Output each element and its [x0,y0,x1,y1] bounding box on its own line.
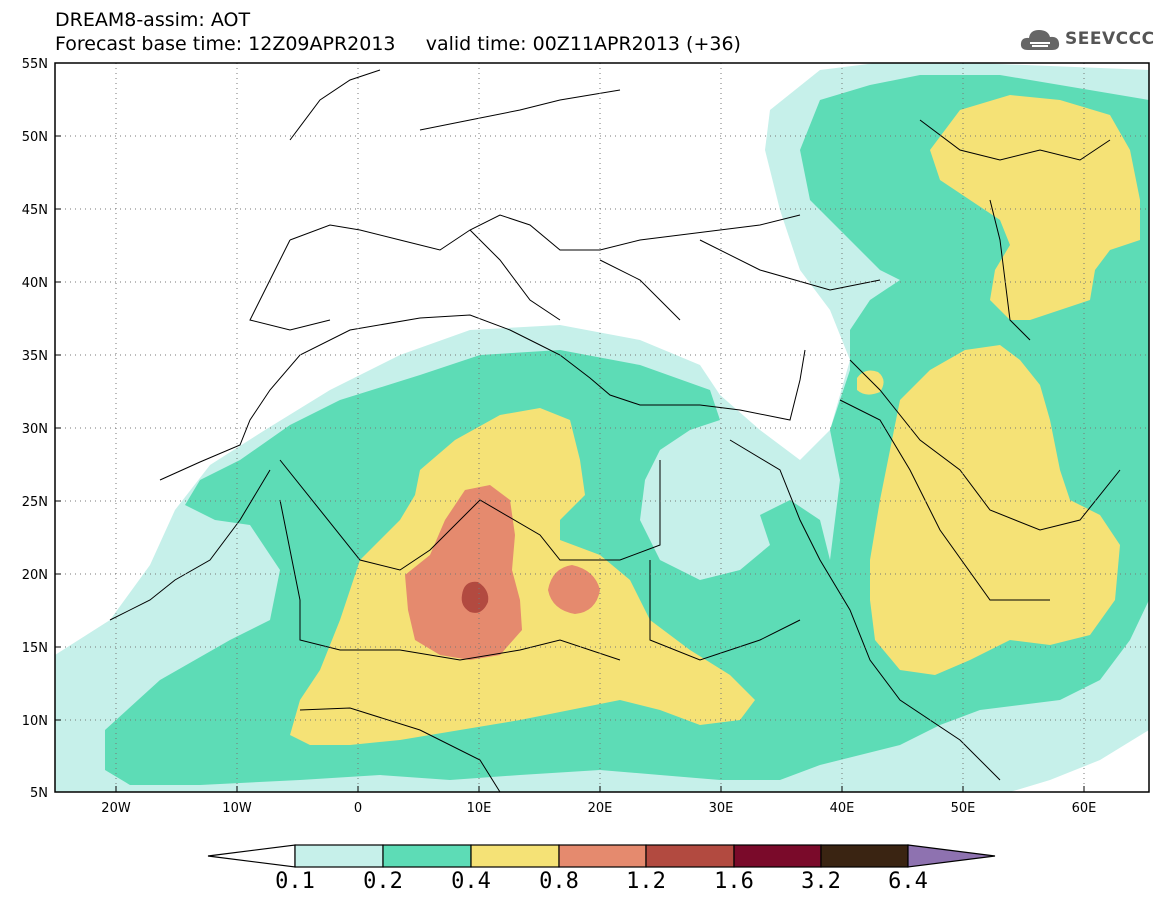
lat-label: 10N [22,714,48,729]
colorbar-segment [645,844,735,868]
lat-label: 5N [30,786,48,801]
lon-label: 10W [222,801,252,816]
colorbar [207,844,996,868]
lon-labels: 20W 10W 0 10E 20E 30E 40E 50E 60E [101,801,1096,816]
aot-field [55,63,1149,792]
lon-label: 50E [951,801,976,816]
aot-contour-0.4 [290,408,755,745]
seevccc-logo: SEEVCCC [1018,24,1155,54]
title-variable: DREAM8-assim: AOT [55,9,251,31]
lon-label: 20E [588,801,613,816]
lat-label: 35N [22,349,48,364]
colorbar-segment [294,844,384,868]
aot-contour-0.4 [870,345,1120,675]
lon-label: 30E [709,801,734,816]
colorbar-segment [733,844,822,868]
colorbar-segment [470,844,560,868]
lat-label: 25N [22,495,48,510]
colorbar-segment [558,844,647,868]
lat-label: 40N [22,276,48,291]
aot-contour-0.8 [548,565,600,614]
aot-contour-0.4 [930,95,1140,320]
lat-label: 20N [22,568,48,583]
lon-label: 20W [101,801,131,816]
colorbar-label: 0.1 [275,869,315,894]
axis-ticks [55,62,1085,793]
coastlines [109,69,1121,792]
aot-contour-1.2 [461,581,489,613]
lat-label: 45N [22,203,48,218]
colorbar-segment [382,844,472,868]
colorbar-segment [820,844,909,868]
aot-contour-0.8 [405,485,522,660]
aot-contour-0.4 [857,370,884,395]
lon-label: 0 [354,801,362,816]
lat-label: 15N [22,641,48,656]
title-times: Forecast base time: 12Z09APR2013 valid t… [55,33,741,55]
logo-text: SEEVCCC [1065,29,1155,49]
colorbar-segment [207,844,296,868]
lon-label: 60E [1072,801,1097,816]
colorbar-segment [907,844,996,868]
lat-label: 50N [22,130,48,145]
lon-label: 10E [467,801,492,816]
colorbar-label: 6.4 [888,869,928,894]
lat-label: 55N [22,57,48,72]
lat-labels: 55N 50N 45N 40N 35N 30N 25N 20N 15N 10N … [22,57,48,801]
colorbar-label: 1.6 [714,869,754,894]
colorbar-label: 0.8 [539,869,579,894]
colorbar-label: 3.2 [801,869,841,894]
lon-label: 40E [830,801,855,816]
cloud-icon [1020,30,1060,50]
lat-label: 30N [22,422,48,437]
colorbar-label: 1.2 [626,869,666,894]
colorbar-label: 0.2 [363,869,403,894]
colorbar-label: 0.4 [451,869,491,894]
